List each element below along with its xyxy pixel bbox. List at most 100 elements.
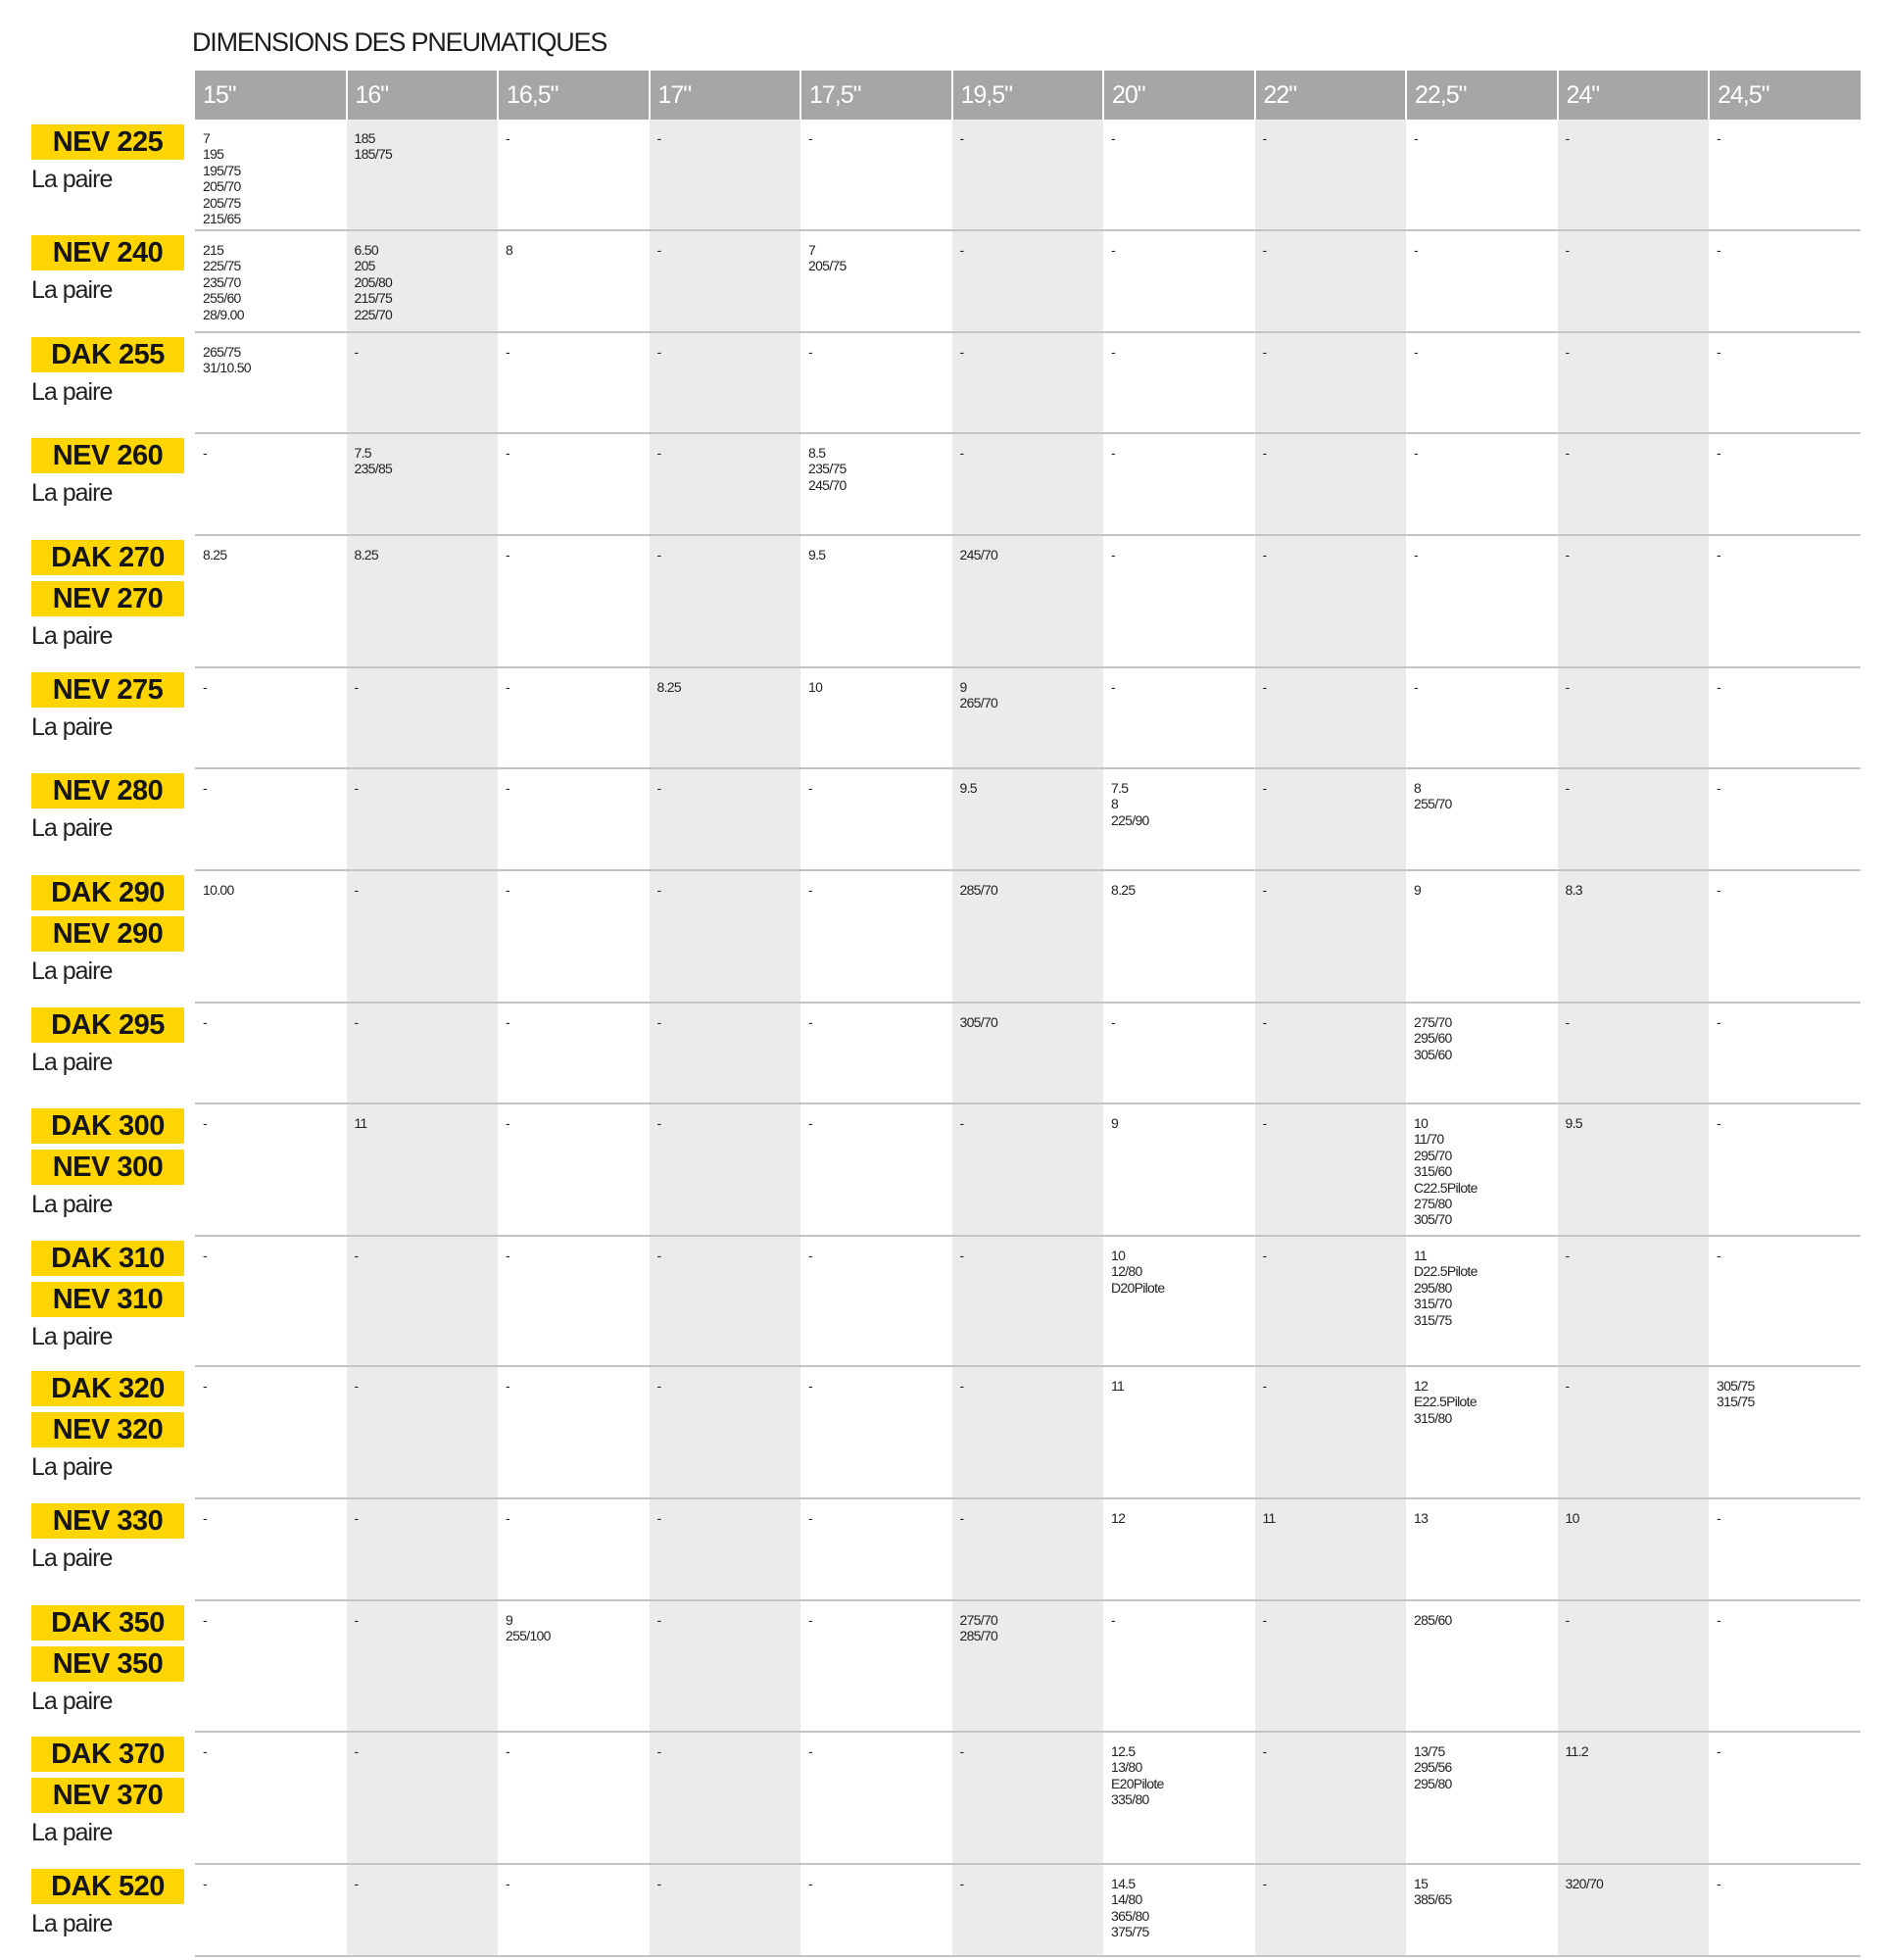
table-cell: 9 265/70	[951, 667, 1103, 769]
table-cell: -	[951, 433, 1103, 536]
model-label: DAK 320 NEV 320 La paire	[0, 1366, 195, 1498]
tire-size: 295/56	[1414, 1759, 1452, 1776]
tire-size: -	[506, 679, 510, 695]
table-cell: -	[1709, 667, 1861, 769]
tire-size: 9	[959, 679, 968, 695]
tire-size: -	[1565, 679, 1571, 695]
model-sub-label: La paire	[31, 1544, 113, 1572]
tire-size: 275/70	[959, 1612, 998, 1628]
table-cell: 11	[346, 1103, 498, 1237]
tire-size: 9	[1414, 882, 1422, 898]
table-cell: -	[649, 332, 800, 434]
model-badge: DAK 300	[31, 1108, 184, 1144]
tire-size: -	[1111, 1612, 1116, 1628]
tire-size: -	[959, 1510, 965, 1526]
tire-size: -	[203, 1014, 208, 1030]
table-cell: -	[951, 1236, 1103, 1367]
tire-size: 195/75	[203, 162, 241, 178]
tire-size: -	[1262, 1014, 1268, 1030]
tire-size: -	[1262, 1248, 1268, 1263]
model-label: NEV 260 La paire	[0, 433, 195, 535]
tire-size: 375/75	[1111, 1924, 1149, 1940]
tire-size: 225/70	[354, 306, 393, 322]
tire-size: -	[656, 1612, 662, 1628]
table-cell: 285/60	[1406, 1600, 1558, 1733]
table-cell: 9.5	[800, 535, 952, 668]
tire-size: -	[959, 1743, 965, 1759]
header-corner	[0, 71, 195, 120]
tire-size: 315/80	[1414, 1409, 1452, 1426]
tire-size: 8.3	[1565, 882, 1583, 898]
tire-size: -	[656, 1248, 662, 1263]
table-cell: 7 205/75	[800, 230, 952, 333]
table-cell: -	[951, 1498, 1103, 1601]
tire-size: 10	[808, 679, 823, 695]
tire-size: -	[1717, 1115, 1721, 1131]
tire-size: -	[959, 1115, 965, 1131]
table-cell: -	[800, 1236, 952, 1367]
model-badge: DAK 255	[31, 337, 184, 372]
tire-size: -	[656, 130, 662, 146]
tire-size: 255/60	[203, 290, 241, 307]
model-badge: DAK 295	[31, 1007, 184, 1043]
tire-size: -	[656, 1115, 662, 1131]
table-cell: -	[1103, 1003, 1255, 1104]
model-label: NEV 275 La paire	[0, 667, 195, 768]
table-cell: -	[1709, 535, 1861, 668]
tire-size: -	[959, 1248, 965, 1263]
table-cell: 11.2	[1557, 1732, 1709, 1865]
tire-size: -	[959, 242, 965, 258]
model-sub-label: La paire	[31, 957, 113, 985]
table-cell: -	[1254, 433, 1406, 536]
table-cell: -	[951, 332, 1103, 434]
model-badge: NEV 350	[31, 1646, 184, 1682]
tire-size: 195	[203, 146, 224, 163]
tire-size: -	[1565, 130, 1571, 146]
tire-size: 28/9.00	[203, 306, 245, 322]
tire-size: 265/70	[959, 695, 998, 711]
table-row: DAK 310 NEV 310 La paire - - - - - -10 12/80 D20Pi…	[0, 1236, 1861, 1367]
tire-size: 295/80	[1414, 1775, 1452, 1791]
tire-size: -	[656, 1510, 662, 1526]
tire-size: 285/60	[1414, 1612, 1452, 1628]
model-sub-label: La paire	[31, 1453, 113, 1481]
tire-size: D20Pilote	[1111, 1279, 1165, 1296]
tire-size: 205	[354, 258, 376, 274]
tire-size: -	[354, 780, 360, 796]
table-cell: -	[1254, 1732, 1406, 1865]
column-header: 15"	[195, 71, 348, 120]
tire-size: 205/70	[203, 178, 241, 195]
tire-size: 295/80	[1414, 1279, 1452, 1296]
tire-size: -	[506, 1014, 510, 1030]
tire-size: -	[808, 1248, 813, 1263]
tire-size: C22.5Pilote	[1414, 1179, 1477, 1196]
tire-size: -	[808, 1612, 813, 1628]
tire-size: -	[1262, 780, 1268, 796]
table-cell: -	[800, 1366, 952, 1499]
model-sub-label: La paire	[31, 1910, 113, 1937]
tire-size: 315/70	[1414, 1296, 1452, 1312]
column-header: 22,5"	[1406, 71, 1559, 120]
table-cell: -	[346, 870, 498, 1004]
tire-size: -	[203, 1510, 208, 1526]
tire-size: 205/80	[354, 273, 393, 290]
table-cell: -	[1406, 433, 1558, 536]
table-cell: -	[1254, 535, 1406, 668]
table-cell: -	[195, 1103, 347, 1237]
table-cell: 245/70	[951, 535, 1103, 668]
tire-size: -	[1717, 1876, 1721, 1891]
table-cell: -	[195, 1366, 347, 1499]
table-cell: -	[498, 332, 650, 434]
table-row: DAK 255 La paire 265/75 31/10.50- - - - - - - - - -	[0, 332, 1861, 434]
table-cell: -	[1709, 433, 1861, 536]
table-cell: 215 225/75 235/70 255/60 28/9.00	[195, 230, 347, 333]
table-cell: -	[1254, 1003, 1406, 1104]
tire-size: -	[354, 1510, 360, 1526]
tire-size: 305/75	[1717, 1378, 1755, 1394]
tire-size: 305/70	[959, 1014, 998, 1030]
table-cell: -	[1709, 332, 1861, 434]
tire-size: -	[808, 1014, 813, 1030]
tire-size: -	[1111, 1014, 1116, 1030]
tire-size: 305/70	[1414, 1211, 1452, 1228]
tire-size: -	[656, 547, 662, 563]
